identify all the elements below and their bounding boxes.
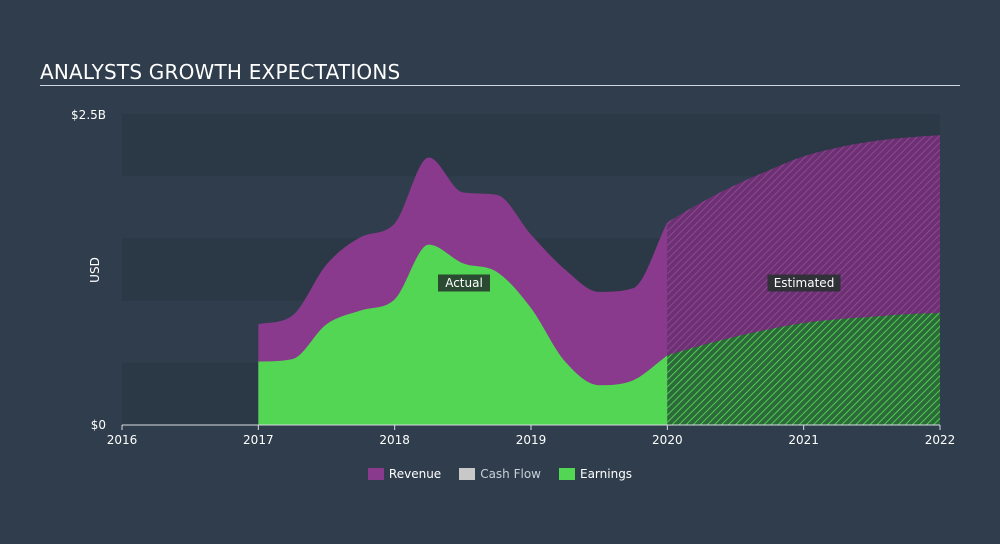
legend-label-cash-flow: Cash Flow bbox=[480, 467, 541, 481]
actual-label: Actual bbox=[445, 276, 483, 290]
x-tick-label: 2016 bbox=[107, 433, 138, 447]
y-tick-label-top: $2.5B bbox=[71, 108, 106, 122]
x-tick-label: 2019 bbox=[516, 433, 547, 447]
earnings-area-actual bbox=[258, 244, 668, 425]
legend-label-revenue: Revenue bbox=[388, 467, 442, 481]
x-tick-label: 2017 bbox=[243, 433, 274, 447]
legend-item-cash-flow[interactable]: Cash Flow bbox=[459, 467, 541, 481]
legend-item-revenue[interactable]: Revenue bbox=[367, 467, 442, 481]
estimated-label-bg bbox=[767, 274, 841, 292]
legend-item-earnings[interactable]: Earnings bbox=[558, 467, 633, 481]
actual-label-bg bbox=[438, 274, 490, 292]
x-tick-label: 2018 bbox=[379, 433, 410, 447]
legend-swatch-earnings bbox=[558, 468, 575, 480]
legend-label-earnings: Earnings bbox=[579, 467, 633, 481]
chart-labels: $2.5B $0 USD Actual Estimated bbox=[71, 108, 841, 432]
earnings-area-estimated bbox=[667, 313, 940, 425]
x-tick-label: 2020 bbox=[652, 433, 683, 447]
chart-axes: 2016 2017 2018 2019 2020 2021 2022 bbox=[107, 424, 956, 447]
chart-title: ANALYSTS GROWTH EXPECTATIONS bbox=[40, 60, 401, 84]
y-axis-label: USD bbox=[88, 257, 102, 283]
legend-swatch-revenue bbox=[367, 468, 384, 480]
y-tick-label-bottom: $0 bbox=[91, 418, 106, 432]
estimated-label: Estimated bbox=[774, 276, 835, 290]
chart-legend: Revenue Cash Flow Earnings bbox=[0, 467, 1000, 481]
legend-swatch-cash-flow bbox=[459, 468, 476, 480]
x-tick-label: 2021 bbox=[788, 433, 819, 447]
title-divider bbox=[40, 85, 960, 86]
x-tick-label: 2022 bbox=[925, 433, 956, 447]
